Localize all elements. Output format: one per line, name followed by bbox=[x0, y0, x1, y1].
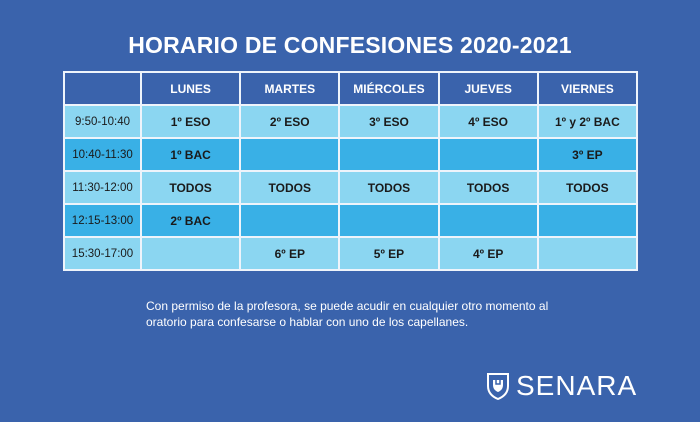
table-cell: 6º EP bbox=[239, 236, 341, 271]
table-cell bbox=[139, 236, 242, 271]
table-cell: 3º EP bbox=[536, 137, 639, 172]
table-cell: TODOS bbox=[536, 170, 639, 205]
header-jueves: JUEVES bbox=[437, 71, 539, 106]
table-cell: 4º EP bbox=[437, 236, 539, 271]
time-cell: 15:30-17:00 bbox=[63, 236, 142, 271]
table-cell: 3º ESO bbox=[338, 104, 440, 139]
time-cell: 9:50-10:40 bbox=[63, 104, 142, 139]
table-cell bbox=[338, 137, 440, 172]
table-row: 15:30-17:00 6º EP 5º EP 4º EP bbox=[63, 236, 639, 271]
header-martes: MARTES bbox=[239, 71, 341, 106]
header-miercoles: MIÉRCOLES bbox=[338, 71, 440, 106]
table-cell bbox=[437, 137, 539, 172]
table-cell: 2º BAC bbox=[139, 203, 242, 238]
info-note: Con permiso de la profesora, se puede ac… bbox=[146, 299, 549, 329]
table-cell: 1º BAC bbox=[139, 137, 242, 172]
time-cell: 10:40-11:30 bbox=[63, 137, 142, 172]
table-cell bbox=[536, 203, 639, 238]
header-viernes: VIERNES bbox=[536, 71, 639, 106]
table-cell: 4º ESO bbox=[437, 104, 539, 139]
time-cell: 12:15-13:00 bbox=[63, 203, 142, 238]
table-row: 9:50-10:40 1º ESO 2º ESO 3º ESO 4º ESO 1… bbox=[63, 104, 639, 139]
table-cell: 1º y 2º BAC bbox=[536, 104, 639, 139]
table-row: 11:30-12:00 TODOS TODOS TODOS TODOS TODO… bbox=[63, 170, 639, 205]
time-cell: 11:30-12:00 bbox=[63, 170, 142, 205]
schedule-table: LUNES MARTES MIÉRCOLES JUEVES VIERNES 9:… bbox=[63, 71, 639, 271]
table-header-row: LUNES MARTES MIÉRCOLES JUEVES VIERNES bbox=[63, 71, 639, 106]
table-cell bbox=[437, 203, 539, 238]
table-cell: TODOS bbox=[239, 170, 341, 205]
shield-icon bbox=[487, 373, 509, 400]
table-cell: TODOS bbox=[338, 170, 440, 205]
header-corner bbox=[63, 71, 142, 106]
table-cell: 2º ESO bbox=[239, 104, 341, 139]
table-cell: 5º EP bbox=[338, 236, 440, 271]
table-cell bbox=[338, 203, 440, 238]
table-cell: TODOS bbox=[139, 170, 242, 205]
senara-logo: SENARA bbox=[486, 370, 638, 401]
table-cell bbox=[536, 236, 639, 271]
table-cell: TODOS bbox=[437, 170, 539, 205]
brand-name: SENARA bbox=[516, 370, 638, 401]
page-title: HORARIO DE CONFESIONES 2020-2021 bbox=[128, 32, 572, 58]
table-row: 10:40-11:30 1º BAC 3º EP bbox=[63, 137, 639, 172]
header-lunes: LUNES bbox=[139, 71, 242, 106]
table-cell bbox=[239, 203, 341, 238]
table-row: 12:15-13:00 2º BAC bbox=[63, 203, 639, 238]
table-cell bbox=[239, 137, 341, 172]
table-cell: 1º ESO bbox=[139, 104, 242, 139]
